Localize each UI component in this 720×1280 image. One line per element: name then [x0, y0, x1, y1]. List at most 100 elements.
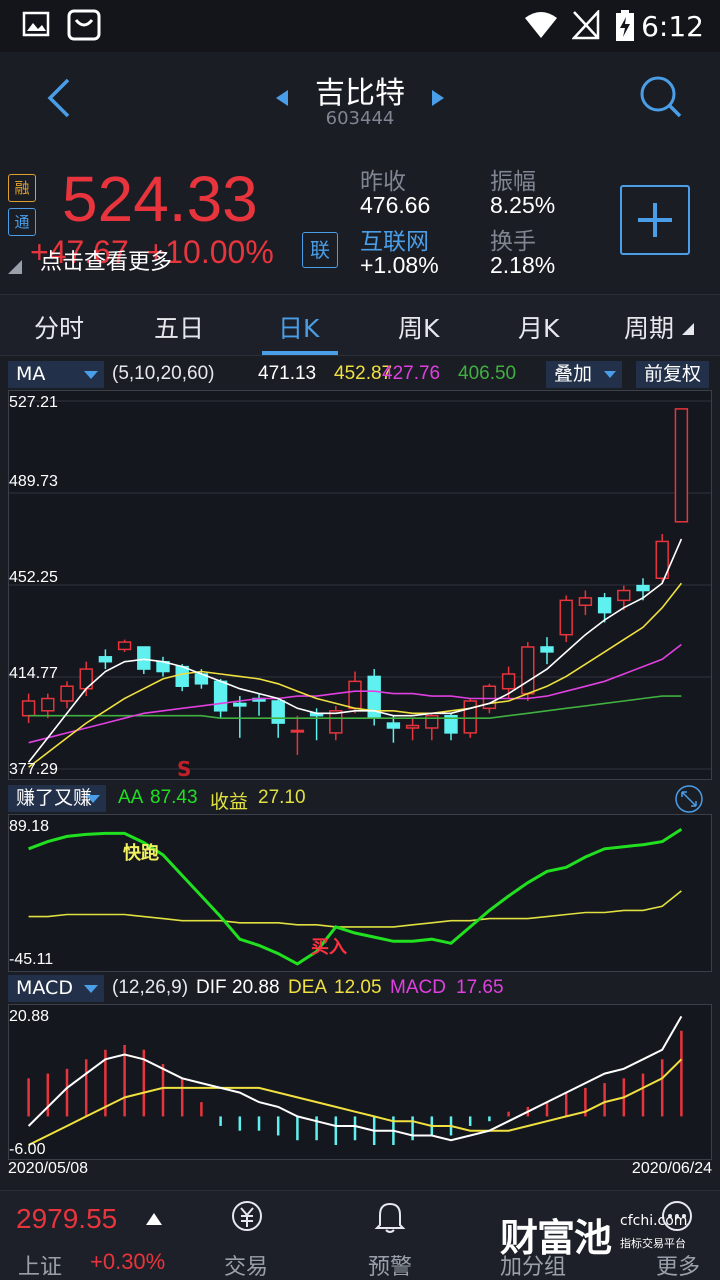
y-axis-label: 452.25 — [9, 569, 58, 586]
macd-panel[interactable]: 20.88 -6.00 — [8, 1004, 712, 1160]
run-signal-marker: 快跑 — [123, 839, 159, 865]
aa-chart[interactable] — [9, 815, 711, 971]
date-start: 2020/05/08 — [8, 1160, 89, 1177]
candle-body — [559, 599, 573, 636]
tab-weekly-k[interactable]: 周K — [398, 314, 440, 343]
ma-indicator-bar: MA (5,10,20,60) 471.13 452.87 427.76 406… — [0, 360, 720, 390]
y-axis-label: 489.73 — [9, 473, 58, 490]
candle-body — [597, 597, 612, 614]
trade-icon — [232, 1201, 262, 1231]
chevron-down-icon — [604, 371, 616, 378]
dea-value: 12.05 — [334, 977, 382, 998]
back-icon[interactable] — [44, 78, 74, 118]
nav-alert-label: 预警 — [368, 1255, 413, 1280]
sector-change: +1.08% — [360, 252, 439, 278]
ma-selector-label: MA — [16, 363, 46, 385]
corner-triangle-icon — [8, 260, 22, 274]
y-axis-label: 377.29 — [9, 761, 58, 778]
overlay-label: 叠加 — [554, 363, 593, 385]
y-axis-label: 527.21 — [9, 394, 58, 411]
aa-value: 87.43 — [150, 787, 198, 808]
candle-body — [540, 646, 554, 653]
candle-body — [98, 656, 113, 663]
kline-panel[interactable]: 527.21 489.73 452.25 414.77 377.29 S — [8, 390, 712, 781]
candle-body — [137, 646, 151, 670]
y-axis-label: 414.77 — [9, 665, 58, 682]
candle-body — [348, 680, 362, 710]
dif-label: DIF — [196, 977, 227, 998]
prev-stock-icon[interactable] — [274, 88, 290, 108]
aa-selector[interactable]: 赚了又赚 — [8, 785, 106, 812]
candle-body — [636, 584, 650, 592]
prev-close-label: 昨收 — [360, 169, 406, 195]
macd-chart[interactable] — [9, 1005, 711, 1159]
active-tab-indicator — [262, 351, 338, 355]
connect-tag: 通 — [8, 208, 36, 236]
expand-icon[interactable] — [674, 784, 704, 814]
linked-button[interactable]: 联 — [302, 232, 338, 268]
change-percent: +10.00% — [146, 234, 274, 270]
wifi-icon — [525, 12, 557, 38]
sector-link[interactable]: 互联网 — [360, 229, 429, 255]
adjust-button[interactable]: 前复权 — [636, 361, 710, 388]
candle-body — [290, 729, 305, 733]
quote-panel[interactable]: 融 通 524.33 +47.67 +10.00% 点击查看更多 联 昨收 47… — [0, 152, 720, 290]
candle-body — [41, 697, 55, 712]
macd-indicator-bar: MACD (12,26,9) DIF 20.88 DEA 12.05 MACD … — [0, 974, 720, 1004]
bottom-bar: 2979.55 上证 +0.30% 交易 预警 加分组 更多 财富池 cfchi… — [0, 1190, 720, 1280]
candle-body — [674, 408, 689, 523]
next-stock-icon[interactable] — [430, 88, 446, 108]
aa-label: AA — [118, 787, 144, 808]
image-icon — [22, 11, 50, 37]
candle-body — [578, 597, 593, 607]
more-icon — [662, 1201, 692, 1231]
add-watchlist-button[interactable] — [620, 185, 690, 255]
chevron-down-icon — [86, 795, 100, 803]
chevron-down-icon — [84, 371, 98, 379]
macd-params: (12,26,9) — [112, 977, 189, 998]
no-signal-icon — [572, 10, 600, 40]
tab-five-day[interactable]: 五日 — [154, 314, 205, 343]
brand-domain: cfchi.com — [620, 1213, 688, 1229]
ma10-line — [28, 582, 683, 768]
aa-axis-top: 89.18 — [9, 818, 50, 835]
macd-selector[interactable]: MACD — [8, 975, 104, 1002]
candle-body — [175, 665, 189, 688]
aa-panel[interactable]: 89.18 -45.11 快跑 买入 — [8, 814, 712, 972]
kline-chart[interactable] — [9, 391, 711, 779]
candle-body — [329, 710, 343, 734]
shopping-bag-icon — [67, 9, 101, 41]
macd-value: 17.65 — [456, 977, 504, 998]
dif-line — [27, 1015, 683, 1142]
view-more-hint[interactable]: 点击查看更多 — [40, 250, 173, 275]
tab-daily-k[interactable]: 日K — [278, 314, 320, 343]
turnover-value: 2.18% — [490, 252, 556, 278]
buy-signal-marker: 买入 — [311, 933, 347, 959]
candle-body — [60, 685, 74, 702]
amplitude-label: 振幅 — [490, 169, 536, 195]
tab-period[interactable]: 周期 — [624, 314, 675, 343]
up-arrow-icon — [146, 1213, 162, 1225]
nav-add-group-label: 加分组 — [500, 1255, 567, 1280]
battery-charging-icon — [616, 10, 634, 41]
ma20-line — [28, 643, 682, 744]
ma10-value: 452.87 — [334, 363, 393, 384]
bell-icon — [374, 1202, 406, 1233]
brand-slogan: 指标交易平台 — [620, 1237, 686, 1250]
turnover-label: 换手 — [490, 229, 536, 255]
search-icon[interactable] — [638, 74, 684, 120]
index-change: +0.30% — [90, 1249, 166, 1274]
candle-body — [117, 641, 132, 651]
candle-body — [213, 680, 228, 712]
dea-line — [28, 1058, 683, 1146]
tab-monthly-k[interactable]: 月K — [518, 314, 560, 343]
index-price: 2979.55 — [16, 1203, 118, 1234]
candle-body — [617, 589, 631, 602]
overlay-button[interactable]: 叠加 — [546, 361, 622, 388]
ma-selector[interactable]: MA — [8, 361, 104, 388]
status-bar: 6:12 — [0, 0, 720, 52]
brand-name: 财富池 — [500, 1216, 612, 1260]
date-end: 2020/06/24 — [631, 1160, 712, 1177]
candle-body — [21, 700, 36, 717]
tab-intraday[interactable]: 分时 — [34, 314, 85, 343]
